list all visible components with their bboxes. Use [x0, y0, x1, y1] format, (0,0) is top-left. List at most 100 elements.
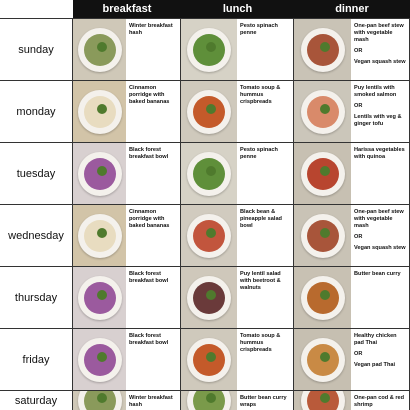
breakfast-photo [73, 80, 126, 142]
lunch-meal-text: Pesto spinach penne [237, 142, 294, 204]
dinner-meal-text: Healthy chicken pad Thai OR Vegan pad Thai [351, 328, 410, 390]
breakfast-meal-text: Cinnamon porridge with baked bananas [126, 80, 181, 142]
breakfast-meal-text: Black forest breakfast bowl [126, 142, 181, 204]
breakfast-photo [73, 390, 126, 410]
lunch-photo [181, 80, 237, 142]
lunch-photo [181, 204, 237, 266]
header-corner [0, 0, 73, 18]
day-label: friday [0, 328, 73, 390]
meal-name: One-pan cod & red shrimp [354, 395, 405, 408]
breakfast-photo [73, 328, 126, 390]
garnish-icon [206, 289, 216, 300]
garnish-icon [96, 289, 107, 300]
meal-name: Winter breakfast hash [129, 395, 173, 408]
meal-name: Puy lentil salad with beetroot & walnuts [240, 271, 281, 291]
garnish-icon [319, 392, 330, 403]
dinner-photo [294, 266, 351, 328]
dinner-photo [294, 80, 351, 142]
dinner-photo [294, 18, 351, 80]
meal-name: Healthy chicken pad Thai [354, 333, 397, 346]
garnish-icon [96, 41, 107, 52]
header-lunch: lunch [181, 0, 294, 18]
breakfast-meal-text: Black forest breakfast bowl [126, 328, 181, 390]
meal-name: Harissa vegetables with quinoa [354, 147, 405, 160]
meal-name: One-pan beef stew with vegetable mash [354, 209, 404, 229]
lunch-meal-text: Pesto spinach penne [237, 18, 294, 80]
lunch-photo [181, 142, 237, 204]
breakfast-photo [73, 18, 126, 80]
dinner-meal-text: One-pan beef stew with vegetable mash OR V… [351, 18, 410, 80]
day-label: sunday [0, 18, 73, 80]
lunch-photo [181, 18, 237, 80]
meal-name: Winter breakfast hash [129, 23, 173, 36]
garnish-icon [206, 103, 216, 114]
breakfast-meal-text: Black forest breakfast bowl [126, 266, 181, 328]
meal-alternative: Vegan squash stew [354, 244, 406, 251]
garnish-icon [96, 351, 107, 362]
garnish-icon [206, 41, 216, 52]
dinner-photo [294, 204, 351, 266]
breakfast-meal-text: Winter breakfast hash [126, 390, 181, 410]
dinner-meal-text: One-pan cod & red shrimp [351, 390, 410, 410]
or-separator: OR [354, 233, 363, 240]
garnish-icon [206, 351, 216, 362]
meal-name: Tomato soup & hummus crispbreads [240, 333, 281, 353]
lunch-meal-text: Tomato soup & hummus crispbreads [237, 80, 294, 142]
meal-alternative: Lentils with veg & ginger tofu [354, 113, 402, 127]
meal-name: Black forest breakfast bowl [129, 271, 169, 284]
meal-name: Black bean & pineapple salad bowl [240, 209, 282, 229]
dinner-photo [294, 328, 351, 390]
breakfast-photo [73, 266, 126, 328]
day-label: tuesday [0, 142, 73, 204]
meal-name: Pesto spinach penne [240, 147, 278, 160]
meal-name: Butter bean curry [354, 271, 401, 277]
dinner-meal-text: Puy lentils with smoked salmon OR Lentils … [351, 80, 410, 142]
day-label: thursday [0, 266, 73, 328]
or-separator: OR [354, 350, 363, 357]
garnish-icon [319, 227, 330, 238]
meal-name: Cinnamon porridge with baked bananas [129, 209, 170, 229]
dinner-meal-text: One-pan beef stew with vegetable mash OR V… [351, 204, 410, 266]
dinner-photo [294, 142, 351, 204]
garnish-icon [96, 165, 107, 176]
day-label: saturday [0, 390, 73, 410]
or-separator: OR [354, 102, 363, 109]
lunch-meal-text: Tomato soup & hummus crispbreads [237, 328, 294, 390]
lunch-meal-text: Butter bean curry wraps [237, 390, 294, 410]
header-breakfast: breakfast [73, 0, 181, 18]
breakfast-photo [73, 204, 126, 266]
meal-alternative: Vegan pad Thai [354, 361, 396, 368]
or-separator: OR [354, 47, 363, 54]
day-label: wednesday [0, 204, 73, 266]
garnish-icon [206, 165, 216, 176]
garnish-icon [319, 41, 330, 52]
garnish-icon [96, 392, 107, 403]
dinner-meal-text: Harissa vegetables with quinoa [351, 142, 410, 204]
garnish-icon [319, 351, 330, 362]
meal-name: One-pan beef stew with vegetable mash [354, 23, 404, 43]
meal-name: Pesto spinach penne [240, 23, 278, 36]
garnish-icon [206, 227, 216, 238]
garnish-icon [206, 392, 216, 403]
meal-alternative: Vegan squash stew [354, 58, 406, 65]
garnish-icon [319, 289, 330, 300]
meal-name: Cinnamon porridge with baked bananas [129, 85, 170, 105]
meal-name: Puy lentils with smoked salmon [354, 85, 397, 98]
meal-name: Black forest breakfast bowl [129, 147, 169, 160]
lunch-photo [181, 390, 237, 410]
garnish-icon [319, 165, 330, 176]
lunch-photo [181, 328, 237, 390]
garnish-icon [96, 227, 107, 238]
meal-name: Tomato soup & hummus crispbreads [240, 85, 281, 105]
breakfast-photo [73, 142, 126, 204]
garnish-icon [96, 103, 107, 114]
breakfast-meal-text: Cinnamon porridge with baked bananas [126, 204, 181, 266]
day-label: monday [0, 80, 73, 142]
meal-name: Black forest breakfast bowl [129, 333, 169, 346]
dinner-meal-text: Butter bean curry [351, 266, 410, 328]
lunch-meal-text: Puy lentil salad with beetroot & walnuts [237, 266, 294, 328]
breakfast-meal-text: Winter breakfast hash [126, 18, 181, 80]
meal-name: Butter bean curry wraps [240, 395, 287, 408]
header-dinner: dinner [294, 0, 410, 18]
